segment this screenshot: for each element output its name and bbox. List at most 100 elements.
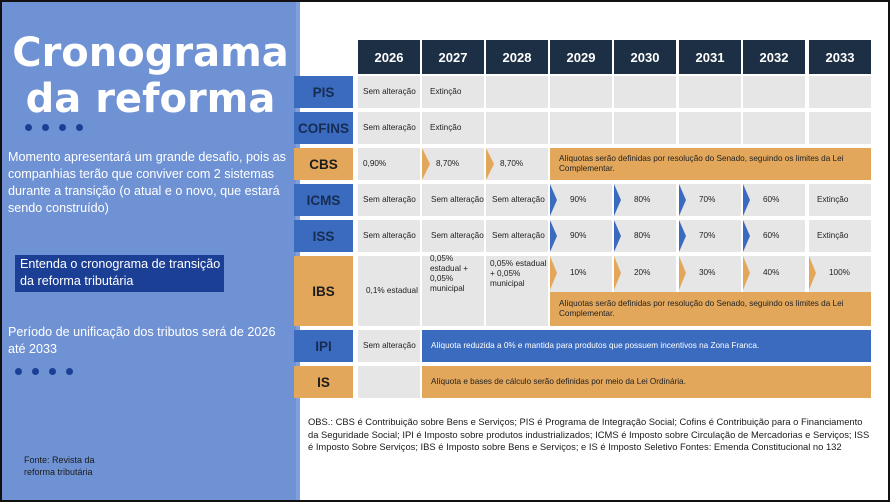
row-label-ipi: IPI <box>294 330 353 362</box>
cell-ibs-2026-text: 0,1% estadual <box>366 286 418 295</box>
row-label-icms: ICMS <box>294 184 353 216</box>
cell-ibs-2033-text: 100% <box>829 268 850 277</box>
source-note: Fonte: Revista da reforma tributária <box>24 454 154 478</box>
year-header-2032: 2032 <box>743 40 805 74</box>
cell-icms-2026-text: Sem alteração <box>363 195 416 204</box>
ibs-step-arrow-icon <box>679 256 686 290</box>
cell-iss-2028 <box>486 220 548 252</box>
cell-ipi-2026-text: Sem alteração <box>363 341 416 350</box>
row-label-cbs: CBS <box>294 148 353 180</box>
obs-footnote: OBS.: CBS é Contribuição sobre Bens e Se… <box>308 416 870 452</box>
cell-ibs-2029-text: 10% <box>570 268 587 277</box>
cell-icms-2027-text: Sem alteração <box>431 195 484 204</box>
icms-step-arrow-icon <box>743 184 750 216</box>
transition-link[interactable]: Entenda o cronograma de transição da ref… <box>15 255 225 292</box>
ipi-zona-franca-note: Alíquota reduzida a 0% e mantida para pr… <box>422 330 871 362</box>
cell-icms-2030 <box>614 184 676 216</box>
cell-ibs-2026 <box>358 256 420 326</box>
cell-icms-2033 <box>809 184 871 216</box>
cbs-step-arrow-icon <box>422 148 430 180</box>
cell-iss-2031-text: 70% <box>699 231 716 240</box>
iss-step-arrow-icon <box>614 220 621 252</box>
cell-ibs-2030-text: 20% <box>634 268 651 277</box>
cell-pis-2033 <box>809 76 871 108</box>
dot-icon <box>42 124 49 131</box>
cell-ibs-2032-text: 40% <box>763 268 780 277</box>
source-line-2: reforma tributária <box>24 467 93 477</box>
cell-icms-2031-text: 70% <box>699 195 716 204</box>
cell-icms-2028 <box>486 184 548 216</box>
cell-iss-2031 <box>679 220 741 252</box>
dot-icon <box>59 124 66 131</box>
cell-cbs-2027-text: 8,70% <box>436 159 460 168</box>
cell-pis-2026-text: Sem alteração <box>363 87 416 96</box>
cell-iss-2033 <box>809 220 871 252</box>
cell-iss-2027-text: Sem alteração <box>431 231 484 240</box>
year-header-2029: 2029 <box>550 40 612 74</box>
cell-ipi-2026 <box>358 330 420 362</box>
dot-icon <box>66 368 73 375</box>
cell-icms-2028-text: Sem alteração <box>492 195 545 204</box>
ibs-step-arrow-icon <box>809 256 816 290</box>
iss-step-arrow-icon <box>743 220 750 252</box>
cell-iss-2030 <box>614 220 676 252</box>
description-text: Momento apresentará um grande desafio, p… <box>8 150 286 215</box>
cell-iss-2033-text: Extinção <box>817 231 849 240</box>
cell-icms-2032-text: 60% <box>763 195 780 204</box>
cell-cofins-2027 <box>422 112 484 144</box>
cell-ibs-2027 <box>422 256 484 326</box>
dot-icon <box>25 124 32 131</box>
cell-cofins-2026 <box>358 112 420 144</box>
cell-cbs-2026 <box>358 148 420 180</box>
cell-icms-2029-text: 90% <box>570 195 587 204</box>
cell-pis-2032 <box>743 76 805 108</box>
cell-pis-2027 <box>422 76 484 108</box>
cell-cofins-2029 <box>550 112 612 144</box>
cell-iss-2028-text: Sem alteração <box>492 231 545 240</box>
cell-pis-2031 <box>679 76 741 108</box>
icms-step-arrow-icon <box>614 184 621 216</box>
dot-icon <box>32 368 39 375</box>
cell-icms-2026 <box>358 184 420 216</box>
cell-iss-2026 <box>358 220 420 252</box>
left-panel: Cronograma da reforma Momento apresentar… <box>2 2 296 500</box>
ibs-senate-note: Alíquotas serão definidas por resolução … <box>550 292 871 326</box>
cell-ibs-2027-text: 0,05% estadual + 0,05% municipal <box>430 254 469 293</box>
cell-cofins-2032 <box>743 112 805 144</box>
cell-cofins-2027-text: Extinção <box>430 123 462 132</box>
cell-cbs-2028 <box>486 148 548 180</box>
cell-pis-2027-text: Extinção <box>430 87 462 96</box>
cell-cbs-2026-text: 0,90% <box>363 159 387 168</box>
cell-iss-2026-text: Sem alteração <box>363 231 416 240</box>
schedule-table: 2026 2027 2028 2029 2030 2031 2032 2033 PIS COFIN… <box>291 36 873 400</box>
decorative-dots <box>15 368 73 375</box>
row-label-is: IS <box>294 366 353 398</box>
cell-ibs-2031-text: 30% <box>699 268 716 277</box>
cell-cbs-2027 <box>422 148 484 180</box>
year-header-2033: 2033 <box>809 40 871 74</box>
cell-iss-2032 <box>743 220 805 252</box>
cell-iss-2029-text: 90% <box>570 231 587 240</box>
row-label-ibs: IBS <box>294 256 353 326</box>
link-line-2: da reforma tributária <box>20 274 134 288</box>
link-line-1: Entenda o cronograma de transição <box>20 257 221 271</box>
cbs-step-arrow-icon <box>486 148 494 180</box>
cell-cofins-2030 <box>614 112 676 144</box>
year-header-2031: 2031 <box>679 40 741 74</box>
decorative-dots <box>25 124 83 131</box>
cell-icms-2029 <box>550 184 612 216</box>
icms-step-arrow-icon <box>679 184 686 216</box>
cell-iss-2030-text: 80% <box>634 231 651 240</box>
is-lei-ordinaria-note: Alíquota e bases de cálculo serão defini… <box>422 366 871 398</box>
title-line-2: da reforma <box>25 76 276 122</box>
cell-cofins-2033 <box>809 112 871 144</box>
cell-icms-2032 <box>743 184 805 216</box>
cell-is-2026 <box>358 366 420 398</box>
dot-icon <box>49 368 56 375</box>
cell-pis-2026 <box>358 76 420 108</box>
period-text: Período de unificação dos tributos será … <box>8 325 276 356</box>
year-header-2028: 2028 <box>486 40 548 74</box>
cell-ibs-2028-text: 0,05% estadual + 0,05% municipal <box>490 259 547 288</box>
icms-step-arrow-icon <box>550 184 557 216</box>
